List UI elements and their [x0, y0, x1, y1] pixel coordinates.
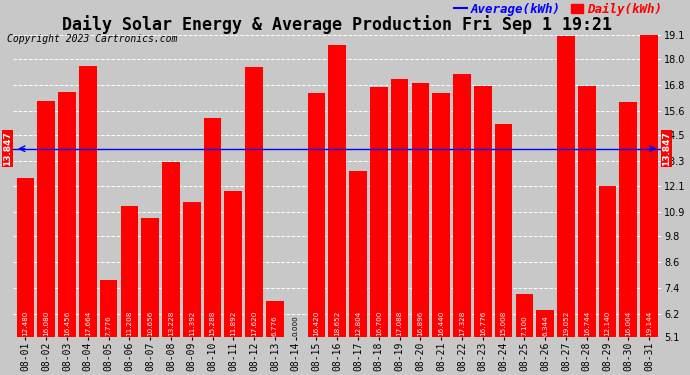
Bar	[162, 162, 180, 337]
Text: 16.004: 16.004	[625, 311, 631, 336]
Bar	[141, 217, 159, 337]
Bar	[536, 310, 554, 337]
Text: 17.088: 17.088	[397, 311, 403, 336]
Title: Daily Solar Energy & Average Production Fri Sep 1 19:21: Daily Solar Energy & Average Production …	[62, 15, 612, 34]
Text: 6.344: 6.344	[542, 315, 548, 336]
Text: 11.392: 11.392	[189, 311, 195, 336]
Bar	[370, 87, 388, 337]
Text: 16.700: 16.700	[376, 311, 382, 336]
Text: 11.892: 11.892	[230, 311, 236, 336]
Bar	[411, 83, 429, 337]
Text: 15.008: 15.008	[500, 311, 506, 336]
Bar	[17, 178, 34, 337]
Bar	[578, 86, 595, 337]
Bar	[349, 171, 367, 337]
Text: 19.052: 19.052	[563, 311, 569, 336]
Bar	[391, 79, 408, 337]
Text: 11.208: 11.208	[126, 311, 132, 336]
Text: 13.847: 13.847	[662, 131, 671, 166]
Bar	[58, 93, 76, 337]
Bar	[100, 280, 117, 337]
Text: 7.100: 7.100	[522, 315, 527, 336]
Text: 17.620: 17.620	[251, 311, 257, 336]
Text: 17.664: 17.664	[85, 311, 91, 336]
Text: 12.804: 12.804	[355, 311, 361, 336]
Text: 16.456: 16.456	[64, 311, 70, 336]
Text: 0.000: 0.000	[293, 315, 299, 336]
Bar	[245, 68, 263, 337]
Bar	[474, 86, 491, 337]
Bar	[495, 124, 513, 337]
Text: 16.440: 16.440	[438, 311, 444, 336]
Bar	[433, 93, 450, 337]
Bar	[599, 186, 616, 337]
Text: 17.328: 17.328	[459, 311, 465, 336]
Text: 12.480: 12.480	[22, 311, 28, 336]
Bar	[328, 45, 346, 337]
Text: 6.776: 6.776	[272, 315, 278, 336]
Bar	[183, 202, 201, 337]
Bar	[204, 118, 221, 337]
Bar	[557, 36, 575, 337]
Bar	[266, 301, 284, 337]
Bar	[453, 74, 471, 337]
Text: 16.896: 16.896	[417, 311, 424, 336]
Bar	[640, 34, 658, 337]
Text: 13.228: 13.228	[168, 311, 174, 336]
Text: 10.656: 10.656	[147, 311, 153, 336]
Text: 16.776: 16.776	[480, 311, 486, 336]
Legend: Average(kWh), Daily(kWh): Average(kWh), Daily(kWh)	[454, 3, 662, 15]
Text: 7.776: 7.776	[106, 315, 112, 336]
Text: 16.420: 16.420	[313, 311, 319, 336]
Bar	[515, 294, 533, 337]
Bar	[79, 66, 97, 337]
Text: 18.652: 18.652	[334, 311, 340, 336]
Bar	[121, 206, 138, 337]
Bar	[37, 100, 55, 337]
Text: 13.847: 13.847	[3, 131, 12, 166]
Text: 16.744: 16.744	[584, 311, 590, 336]
Text: 12.140: 12.140	[604, 311, 611, 336]
Text: Copyright 2023 Cartronics.com: Copyright 2023 Cartronics.com	[7, 34, 177, 44]
Text: 15.288: 15.288	[210, 311, 215, 336]
Text: 16.080: 16.080	[43, 311, 49, 336]
Bar	[620, 102, 637, 337]
Bar	[308, 93, 325, 337]
Text: 19.144: 19.144	[646, 311, 652, 336]
Bar	[224, 191, 242, 337]
